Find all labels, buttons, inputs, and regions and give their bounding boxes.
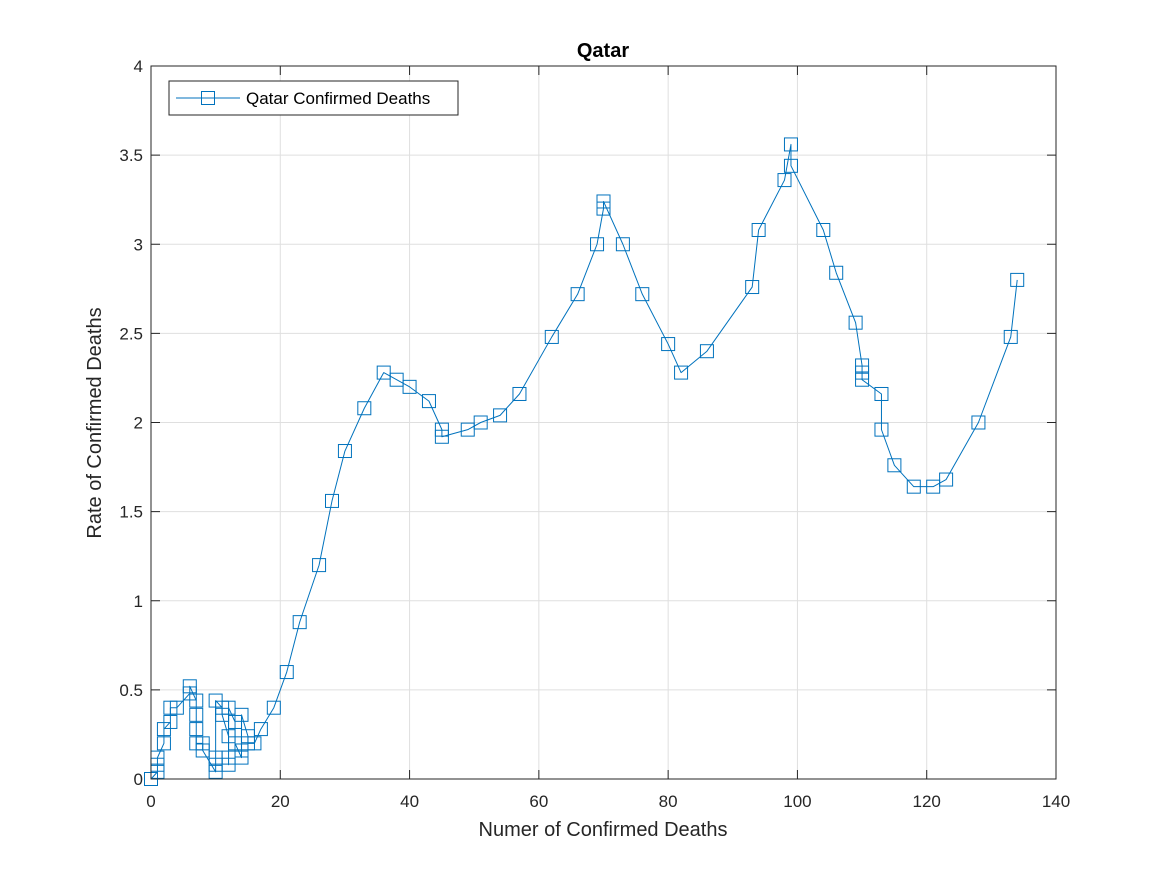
x-tick-label: 20: [271, 792, 290, 811]
data-point: [615, 237, 630, 252]
data-point: [855, 372, 870, 387]
y-tick-label: 0: [134, 770, 143, 789]
data-point: [337, 444, 352, 459]
data-point: [182, 679, 197, 694]
data-point: [783, 137, 798, 152]
data-point: [939, 472, 954, 487]
data-point: [596, 194, 611, 209]
data-point: [493, 408, 508, 423]
data-point: [661, 337, 676, 352]
data-point: [189, 693, 204, 708]
x-tick-label: 100: [783, 792, 811, 811]
data-point: [887, 458, 902, 473]
data-point: [635, 287, 650, 302]
x-tick-label: 80: [659, 792, 678, 811]
data-point: [1003, 329, 1018, 344]
data-point: [421, 394, 436, 409]
data-point: [234, 750, 249, 765]
x-axis-label: Numer of Confirmed Deaths: [479, 819, 728, 841]
y-tick-label: 1: [134, 592, 143, 611]
data-point: [544, 329, 559, 344]
data-point: [596, 201, 611, 216]
y-tick-label: 2: [134, 414, 143, 433]
data-point: [253, 722, 268, 737]
data-point: [247, 736, 262, 751]
legend-entry-label: Qatar Confirmed Deaths: [246, 89, 430, 108]
data-point: [570, 287, 585, 302]
data-point: [208, 764, 223, 779]
x-tick-label: 120: [913, 792, 941, 811]
data-point: [816, 222, 831, 237]
y-tick-label: 2.5: [119, 324, 143, 343]
data-point: [855, 358, 870, 373]
x-tick-label: 0: [146, 792, 155, 811]
data-point: [745, 280, 760, 295]
data-point: [234, 707, 249, 722]
data-point: [848, 315, 863, 330]
y-tick-label: 0.5: [119, 681, 143, 700]
data-point: [169, 700, 184, 715]
data-point: [1010, 272, 1025, 287]
data-point: [855, 365, 870, 380]
data-point: [156, 736, 171, 751]
data-point: [312, 558, 327, 573]
data-point: [434, 429, 449, 444]
data-point: [473, 415, 488, 430]
data-point: [279, 665, 294, 680]
x-tick-label: 40: [400, 792, 419, 811]
data-point: [674, 365, 689, 380]
y-tick-label: 3.5: [119, 146, 143, 165]
y-axis-label: Rate of Confirmed Deaths: [84, 307, 106, 538]
y-tick-label: 1.5: [119, 503, 143, 522]
data-point: [874, 422, 889, 437]
data-point: [389, 372, 404, 387]
data-point: [699, 344, 714, 359]
data-point: [783, 158, 798, 173]
data-point: [221, 700, 236, 715]
data-point: [434, 422, 449, 437]
data-point: [195, 736, 210, 751]
data-point: [189, 722, 204, 737]
chart-title: Qatar: [577, 40, 629, 62]
data-point: [906, 479, 921, 494]
y-tick-label: 4: [134, 57, 143, 76]
tick-layer: 0 20 40 60 80 100 120 140 0 0.5 1 1.5 2 2.5 3 3.5 4: [119, 57, 1070, 811]
legend: Qatar Confirmed Deaths: [168, 80, 459, 116]
legend-marker-square-icon: [201, 91, 215, 105]
data-point: [751, 222, 766, 237]
data-point: [590, 237, 605, 252]
data-point: [777, 173, 792, 188]
data-point: [195, 743, 210, 758]
y-tick-label: 3: [134, 235, 143, 254]
data-point: [325, 493, 339, 508]
data-point: [357, 401, 372, 416]
data-point: [402, 379, 417, 394]
data-point: [512, 386, 527, 401]
data-point: [874, 386, 889, 401]
data-point: [221, 757, 236, 772]
data-point: [266, 700, 281, 715]
data-point: [163, 714, 178, 729]
data-point: [829, 265, 844, 280]
x-tick-label: 60: [529, 792, 548, 811]
x-tick-label: 140: [1042, 792, 1070, 811]
data-point: [926, 479, 941, 494]
data-point: [189, 707, 204, 722]
data-point: [292, 615, 307, 630]
data-point: [971, 415, 986, 430]
data-point: [460, 422, 475, 437]
data-point: [376, 365, 391, 380]
series-layer: [144, 137, 1025, 786]
